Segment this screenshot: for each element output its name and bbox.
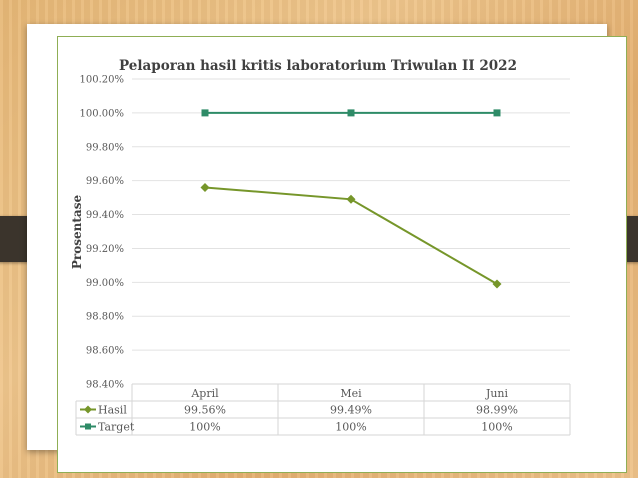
data-point-target — [493, 109, 501, 117]
data-point-target — [201, 109, 209, 117]
y-tick-label: 99.40% — [86, 210, 124, 221]
y-tick-label: 99.80% — [86, 142, 124, 153]
y-axis-title: Prosentase — [70, 195, 84, 270]
data-table-value: 99.49% — [330, 404, 372, 417]
y-tick-label: 99.60% — [86, 176, 124, 187]
data-point-hasil — [346, 194, 356, 204]
legend-marker-diamond — [84, 405, 92, 414]
x-category-label: Mei — [340, 387, 362, 400]
y-tick-label: 99.20% — [86, 244, 124, 255]
data-table-value: 100% — [189, 421, 220, 434]
y-tick-label: 99.00% — [86, 278, 124, 289]
data-point-hasil — [200, 182, 210, 192]
chart-title: Pelaporan hasil kritis laboratorium Triw… — [119, 58, 517, 74]
legend-marker-square — [85, 423, 91, 430]
x-category-label: April — [190, 387, 219, 400]
y-tick-label: 100.20% — [80, 75, 125, 86]
data-point-target — [347, 109, 355, 117]
data-table-value: 98.99% — [476, 404, 518, 417]
y-tick-label: 98.60% — [86, 346, 124, 357]
legend-series-name: Hasil — [98, 404, 127, 417]
y-tick-label: 98.40% — [86, 380, 124, 391]
x-category-label: Juni — [485, 387, 509, 400]
data-table-value: 100% — [335, 421, 366, 434]
data-table-value: 100% — [481, 421, 512, 434]
data-point-hasil — [492, 279, 502, 289]
slide — [27, 24, 627, 473]
data-table-value: 99.56% — [184, 404, 226, 417]
y-tick-label: 100.00% — [80, 108, 125, 119]
y-tick-label: 98.80% — [86, 312, 124, 323]
chart-frame — [57, 36, 627, 473]
legend-series-name: Target — [98, 421, 135, 434]
